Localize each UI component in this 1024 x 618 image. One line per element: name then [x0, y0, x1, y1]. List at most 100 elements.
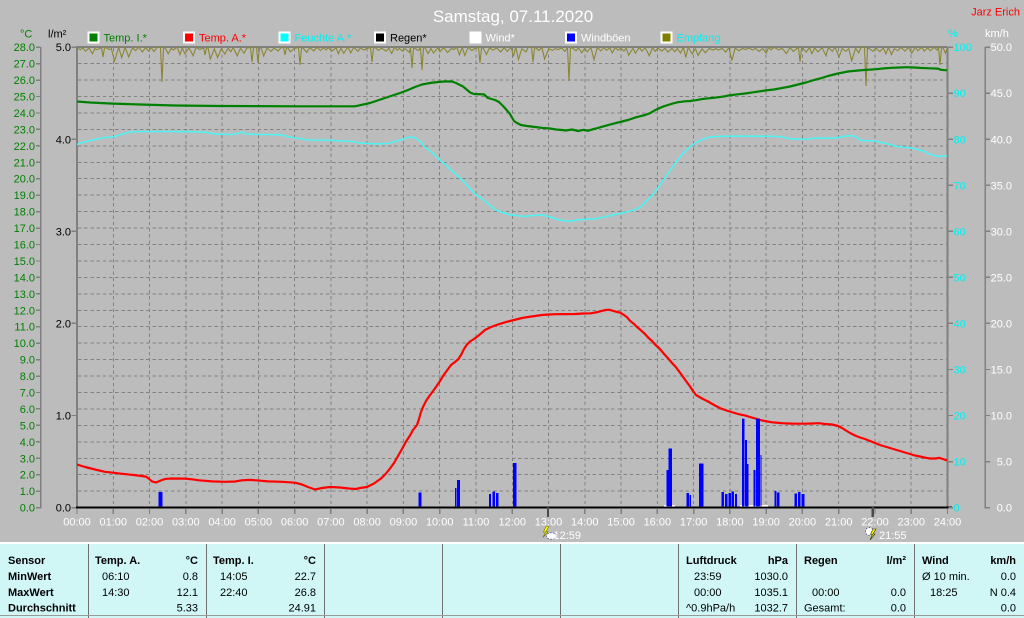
svg-text:06:10: 06:10: [102, 571, 130, 583]
svg-text:06:00: 06:00: [281, 517, 309, 529]
svg-text:km/h: km/h: [990, 555, 1016, 567]
svg-text:12.0: 12.0: [14, 305, 35, 317]
svg-text:24.91: 24.91: [288, 603, 316, 615]
svg-text:Feuchte A.*: Feuchte A.*: [295, 33, 353, 45]
svg-text:6.0: 6.0: [20, 404, 35, 416]
svg-text:13:00: 13:00: [535, 517, 563, 529]
svg-text:3.0: 3.0: [56, 226, 71, 238]
svg-text:1032.7: 1032.7: [754, 603, 788, 615]
svg-text:hPa: hPa: [768, 555, 789, 567]
svg-text:0.0: 0.0: [1001, 603, 1016, 615]
svg-text:^0.9hPa/h: ^0.9hPa/h: [686, 603, 735, 615]
svg-text:1.0: 1.0: [56, 411, 71, 423]
svg-text:12:59: 12:59: [554, 530, 582, 542]
svg-text:9.0: 9.0: [20, 355, 35, 367]
svg-text:Temp. A.: Temp. A.: [95, 555, 140, 567]
svg-text:Wind: Wind: [922, 555, 949, 567]
svg-text:5.0: 5.0: [20, 420, 35, 432]
svg-text:00:00: 00:00: [694, 587, 722, 599]
svg-text:MaxWert: MaxWert: [8, 587, 54, 599]
svg-text:Temp. I.*: Temp. I.*: [104, 33, 148, 45]
svg-text:l/m²: l/m²: [886, 555, 906, 567]
svg-text:80: 80: [954, 134, 966, 146]
svg-text:km/h: km/h: [985, 28, 1009, 40]
svg-text:22:40: 22:40: [220, 587, 248, 599]
svg-text:5.0: 5.0: [997, 457, 1012, 469]
svg-text:20.0: 20.0: [14, 174, 35, 186]
svg-text:8.0: 8.0: [20, 371, 35, 383]
svg-text:09:00: 09:00: [390, 517, 418, 529]
svg-text:22.7: 22.7: [295, 571, 316, 583]
svg-text:30: 30: [954, 364, 966, 376]
svg-text:40.0: 40.0: [991, 134, 1012, 146]
svg-text:12:00: 12:00: [498, 517, 526, 529]
svg-text:04:00: 04:00: [208, 517, 236, 529]
svg-text:0.0: 0.0: [56, 503, 71, 515]
svg-text:°C: °C: [186, 555, 198, 567]
svg-text:10:00: 10:00: [426, 517, 454, 529]
svg-text:08:00: 08:00: [353, 517, 381, 529]
svg-text:Luftdruck: Luftdruck: [686, 555, 738, 567]
svg-text:15:00: 15:00: [607, 517, 635, 529]
svg-text:Empfang: Empfang: [677, 33, 721, 45]
svg-text:Temp. I.: Temp. I.: [213, 555, 254, 567]
svg-text:Windböen: Windböen: [581, 33, 631, 45]
svg-text:l/m²: l/m²: [48, 29, 67, 41]
svg-text:Sensor: Sensor: [8, 555, 46, 567]
svg-text:0.0: 0.0: [891, 587, 906, 599]
svg-text:25.0: 25.0: [991, 272, 1012, 284]
svg-text:7.0: 7.0: [20, 388, 35, 400]
svg-text:19.0: 19.0: [14, 190, 35, 202]
svg-text:21:55: 21:55: [879, 530, 907, 542]
svg-text:Regen: Regen: [804, 555, 838, 567]
svg-text:2.0: 2.0: [56, 318, 71, 330]
svg-text:1030.0: 1030.0: [754, 571, 788, 583]
svg-text:28.0: 28.0: [14, 42, 35, 54]
svg-text:25.0: 25.0: [14, 92, 35, 104]
svg-text:Gesamt:: Gesamt:: [804, 603, 846, 615]
svg-text:0.0: 0.0: [891, 603, 906, 615]
svg-text:10: 10: [954, 457, 966, 469]
svg-text:Regen*: Regen*: [390, 33, 427, 45]
svg-text:°C: °C: [20, 29, 32, 41]
svg-text:05:00: 05:00: [245, 517, 273, 529]
svg-text:10.0: 10.0: [14, 338, 35, 350]
svg-text:01:00: 01:00: [100, 517, 128, 529]
svg-text:14:30: 14:30: [102, 587, 130, 599]
svg-text:18.0: 18.0: [14, 207, 35, 219]
svg-text:11.0: 11.0: [14, 322, 35, 334]
svg-text:Jarz Erich: Jarz Erich: [971, 7, 1020, 19]
svg-text:22.0: 22.0: [14, 141, 35, 153]
svg-text:2.0: 2.0: [20, 470, 35, 482]
svg-text:00:00: 00:00: [812, 587, 840, 599]
svg-text:0.8: 0.8: [183, 571, 198, 583]
svg-text:21:00: 21:00: [825, 517, 853, 529]
svg-text:23:59: 23:59: [694, 571, 722, 583]
svg-text:26.0: 26.0: [14, 75, 35, 87]
svg-text:20:00: 20:00: [789, 517, 817, 529]
svg-text:4.0: 4.0: [56, 134, 71, 146]
svg-text:22:00: 22:00: [861, 517, 889, 529]
svg-text:5.33: 5.33: [177, 603, 198, 615]
svg-text:20.0: 20.0: [991, 318, 1012, 330]
svg-text:00:00: 00:00: [63, 517, 91, 529]
svg-text:4.0: 4.0: [20, 437, 35, 449]
svg-text:Wind*: Wind*: [486, 33, 516, 45]
svg-text:27.0: 27.0: [14, 59, 35, 71]
svg-text:MinWert: MinWert: [8, 571, 52, 583]
svg-text:1.0: 1.0: [20, 486, 35, 498]
svg-text:16:00: 16:00: [644, 517, 672, 529]
svg-text:40: 40: [954, 318, 966, 330]
svg-text:60: 60: [954, 226, 966, 238]
svg-text:50.0: 50.0: [991, 42, 1012, 54]
svg-text:70: 70: [954, 180, 966, 192]
svg-text:20: 20: [954, 411, 966, 423]
svg-text:14:05: 14:05: [220, 571, 248, 583]
svg-text:17:00: 17:00: [680, 517, 708, 529]
svg-text:Temp. A.*: Temp. A.*: [199, 33, 247, 45]
svg-text:14.0: 14.0: [14, 272, 35, 284]
svg-text:°C: °C: [304, 555, 316, 567]
svg-text:Durchschnitt: Durchschnitt: [8, 603, 76, 615]
svg-text:1035.1: 1035.1: [754, 587, 788, 599]
svg-text:90: 90: [954, 88, 966, 100]
